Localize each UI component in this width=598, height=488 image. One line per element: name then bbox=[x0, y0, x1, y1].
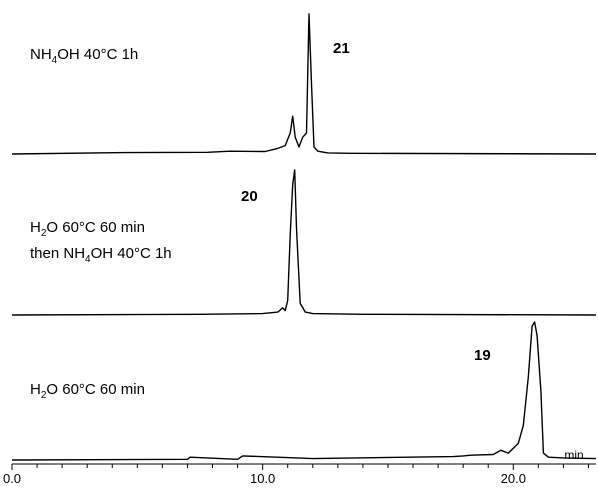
trace-label-3: H2O 60°C 60 min bbox=[30, 381, 145, 401]
trace-group bbox=[11, 13, 597, 461]
tick-group: 0.0 10.0 20.0 min bbox=[3, 448, 589, 486]
peak-label-21: 21 bbox=[333, 40, 350, 57]
peak-label-20: 20 bbox=[241, 188, 258, 205]
trace-line-1 bbox=[11, 13, 597, 155]
peak-label-19: 19 bbox=[474, 347, 491, 364]
trace-line-2 bbox=[11, 169, 597, 316]
trace-line-3 bbox=[11, 321, 597, 461]
x-unit-label: min bbox=[564, 448, 583, 462]
trace-label-1: NH4OH 40°C 1h bbox=[30, 46, 139, 66]
x-tick-label: 10.0 bbox=[250, 471, 275, 486]
x-tick-label: 0.0 bbox=[3, 471, 21, 486]
trace-label-2: H2O 60°C 60 min then NH4OH 40°C 1h bbox=[30, 219, 172, 265]
x-tick-label: 20.0 bbox=[501, 471, 526, 486]
